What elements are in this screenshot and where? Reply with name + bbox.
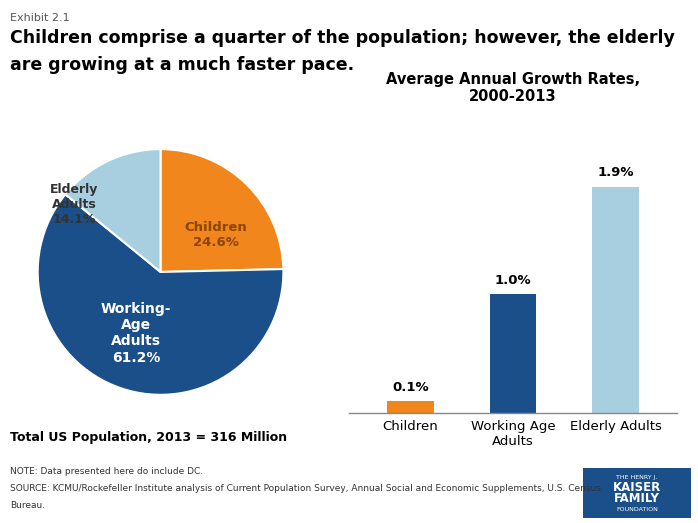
Bar (490, 294, 536, 413)
Bar (387, 401, 433, 413)
Text: FAMILY: FAMILY (614, 492, 660, 505)
Bar (593, 187, 639, 413)
Text: Children
24.6%: Children 24.6% (184, 221, 247, 249)
Text: KAISER: KAISER (613, 482, 661, 494)
Wedge shape (66, 149, 161, 272)
Text: Bureau.: Bureau. (10, 501, 45, 509)
Title: Average Annual Growth Rates,
2000-2013: Average Annual Growth Rates, 2000-2013 (386, 72, 640, 104)
Text: 0.1%: 0.1% (392, 381, 429, 394)
Text: are growing at a much faster pace.: are growing at a much faster pace. (10, 56, 355, 74)
Text: Children comprise a quarter of the population; however, the elderly: Children comprise a quarter of the popul… (10, 29, 676, 47)
Text: NOTE: Data presented here do include DC.: NOTE: Data presented here do include DC. (10, 467, 204, 475)
Text: 1.9%: 1.9% (597, 166, 634, 179)
Text: Total US Population, 2013 = 316 Million: Total US Population, 2013 = 316 Million (10, 431, 288, 445)
Text: Elderly
Adults
14.1%: Elderly Adults 14.1% (50, 183, 98, 226)
Text: THE HENRY J.: THE HENRY J. (616, 474, 658, 480)
Text: Exhibit 2.1: Exhibit 2.1 (10, 13, 70, 23)
Wedge shape (161, 149, 283, 272)
Text: 1.0%: 1.0% (495, 274, 531, 287)
Text: SOURCE: KCMU/Rockefeller Institute analysis of Current Population Survey, Annual: SOURCE: KCMU/Rockefeller Institute analy… (10, 484, 602, 493)
Text: Working-
Age
Adults
61.2%: Working- Age Adults 61.2% (101, 302, 171, 365)
Text: FOUNDATION: FOUNDATION (616, 507, 658, 513)
Wedge shape (38, 195, 283, 395)
